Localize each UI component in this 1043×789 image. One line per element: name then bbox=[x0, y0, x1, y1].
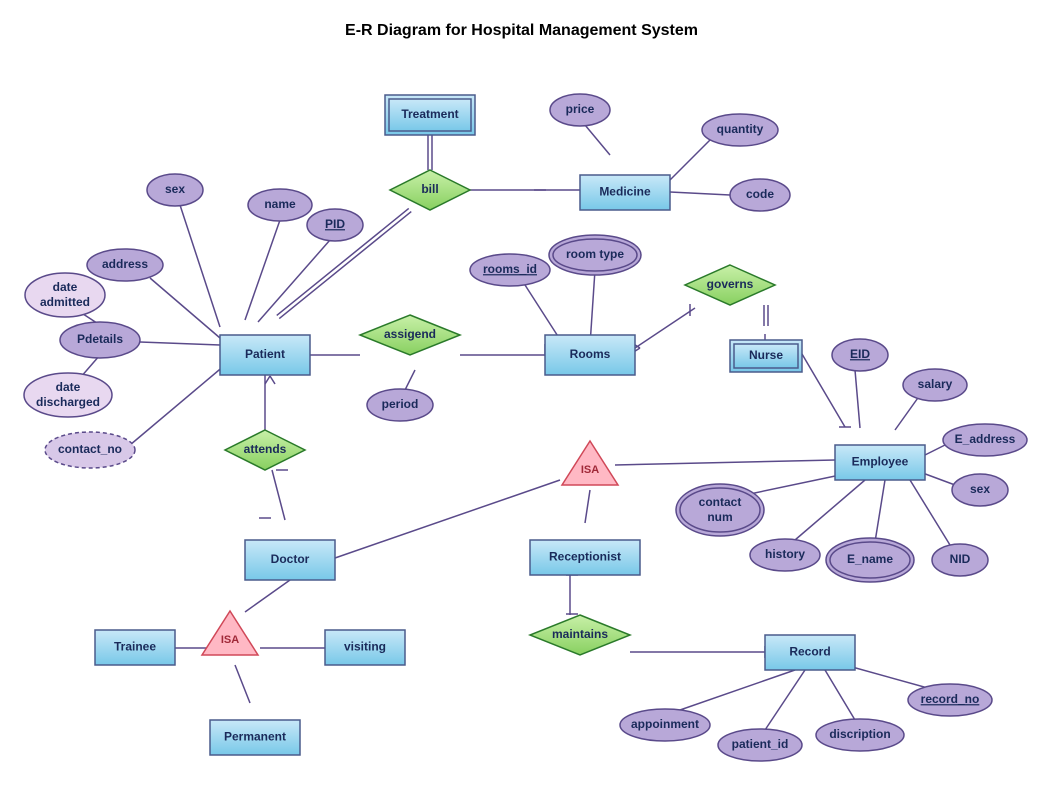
svg-text:E_name: E_name bbox=[847, 552, 893, 566]
svg-text:Employee: Employee bbox=[852, 455, 909, 469]
svg-text:visiting: visiting bbox=[344, 640, 386, 654]
svg-text:NID: NID bbox=[950, 552, 971, 566]
svg-text:Nurse: Nurse bbox=[749, 348, 783, 362]
svg-text:ISA: ISA bbox=[581, 464, 599, 476]
svg-text:admitted: admitted bbox=[40, 295, 90, 309]
svg-text:num: num bbox=[707, 510, 732, 524]
svg-text:assigend: assigend bbox=[384, 327, 436, 341]
svg-text:E_address: E_address bbox=[955, 432, 1016, 446]
svg-text:quantity: quantity bbox=[717, 122, 764, 136]
svg-text:EID: EID bbox=[850, 347, 870, 361]
svg-text:date: date bbox=[56, 380, 81, 394]
svg-text:Permanent: Permanent bbox=[224, 730, 286, 744]
svg-text:room type: room type bbox=[566, 247, 624, 261]
svg-text:contact: contact bbox=[699, 495, 742, 509]
svg-text:patient_id: patient_id bbox=[732, 737, 789, 751]
svg-text:governs: governs bbox=[707, 277, 754, 291]
svg-text:Rooms: Rooms bbox=[570, 347, 611, 361]
svg-text:maintains: maintains bbox=[552, 627, 608, 641]
svg-text:name: name bbox=[264, 197, 296, 211]
svg-text:discription: discription bbox=[829, 727, 890, 741]
svg-text:salary: salary bbox=[918, 377, 953, 391]
svg-text:bill: bill bbox=[421, 182, 438, 196]
svg-text:PID: PID bbox=[325, 217, 345, 231]
er-diagram-svg: pricequantitycodesexnamePIDaddressdatead… bbox=[0, 0, 1043, 789]
svg-text:history: history bbox=[765, 547, 805, 561]
svg-text:record_no: record_no bbox=[921, 692, 980, 706]
svg-text:Trainee: Trainee bbox=[114, 640, 156, 654]
svg-text:period: period bbox=[382, 397, 419, 411]
svg-text:Medicine: Medicine bbox=[599, 185, 651, 199]
svg-text:date: date bbox=[53, 280, 78, 294]
svg-text:Pdetails: Pdetails bbox=[77, 332, 123, 346]
svg-text:Doctor: Doctor bbox=[271, 552, 310, 566]
svg-text:Receptionist: Receptionist bbox=[549, 550, 621, 564]
svg-text:contact_no: contact_no bbox=[58, 442, 122, 456]
svg-text:address: address bbox=[102, 257, 148, 271]
svg-text:sex: sex bbox=[970, 482, 990, 496]
svg-text:sex: sex bbox=[165, 182, 185, 196]
svg-text:discharged: discharged bbox=[36, 395, 100, 409]
svg-text:price: price bbox=[566, 102, 595, 116]
svg-text:appoinment: appoinment bbox=[631, 717, 699, 731]
svg-text:Patient: Patient bbox=[245, 347, 285, 361]
svg-text:code: code bbox=[746, 187, 774, 201]
svg-text:Treatment: Treatment bbox=[401, 107, 458, 121]
svg-text:ISA: ISA bbox=[221, 634, 239, 646]
svg-text:rooms_id: rooms_id bbox=[483, 262, 537, 276]
svg-text:attends: attends bbox=[244, 442, 287, 456]
svg-text:Record: Record bbox=[789, 645, 830, 659]
